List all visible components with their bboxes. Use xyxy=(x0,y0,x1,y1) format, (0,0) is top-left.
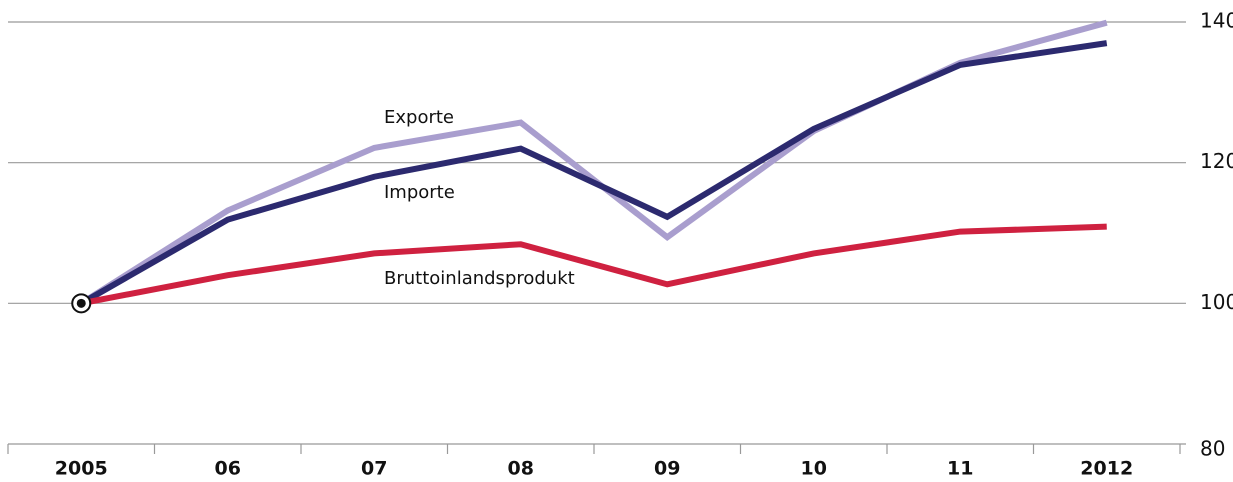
x-tick-label: 10 xyxy=(801,458,827,480)
y-tick-label: 100 xyxy=(1200,290,1233,314)
x-tick-label: 11 xyxy=(947,458,973,480)
series-label: Exporte xyxy=(384,107,454,128)
y-tick-label: 120 xyxy=(1200,149,1233,173)
series-label: Bruttoinlandsprodukt xyxy=(384,268,575,289)
y-tick-label: 80 xyxy=(1200,437,1225,461)
series-line xyxy=(79,40,1108,306)
x-tick-label: 2005 xyxy=(55,458,108,480)
x-tick-label: 08 xyxy=(508,458,534,480)
x-tick-label: 09 xyxy=(654,458,680,480)
x-tick-label: 06 xyxy=(215,458,241,480)
x-tick-label: 07 xyxy=(361,458,387,480)
x-tick-label: 2012 xyxy=(1080,458,1133,480)
series-line xyxy=(80,223,1107,307)
series-label: Importe xyxy=(384,182,455,203)
y-tick-label: 140 xyxy=(1200,9,1233,33)
base-marker-dot xyxy=(76,298,86,308)
